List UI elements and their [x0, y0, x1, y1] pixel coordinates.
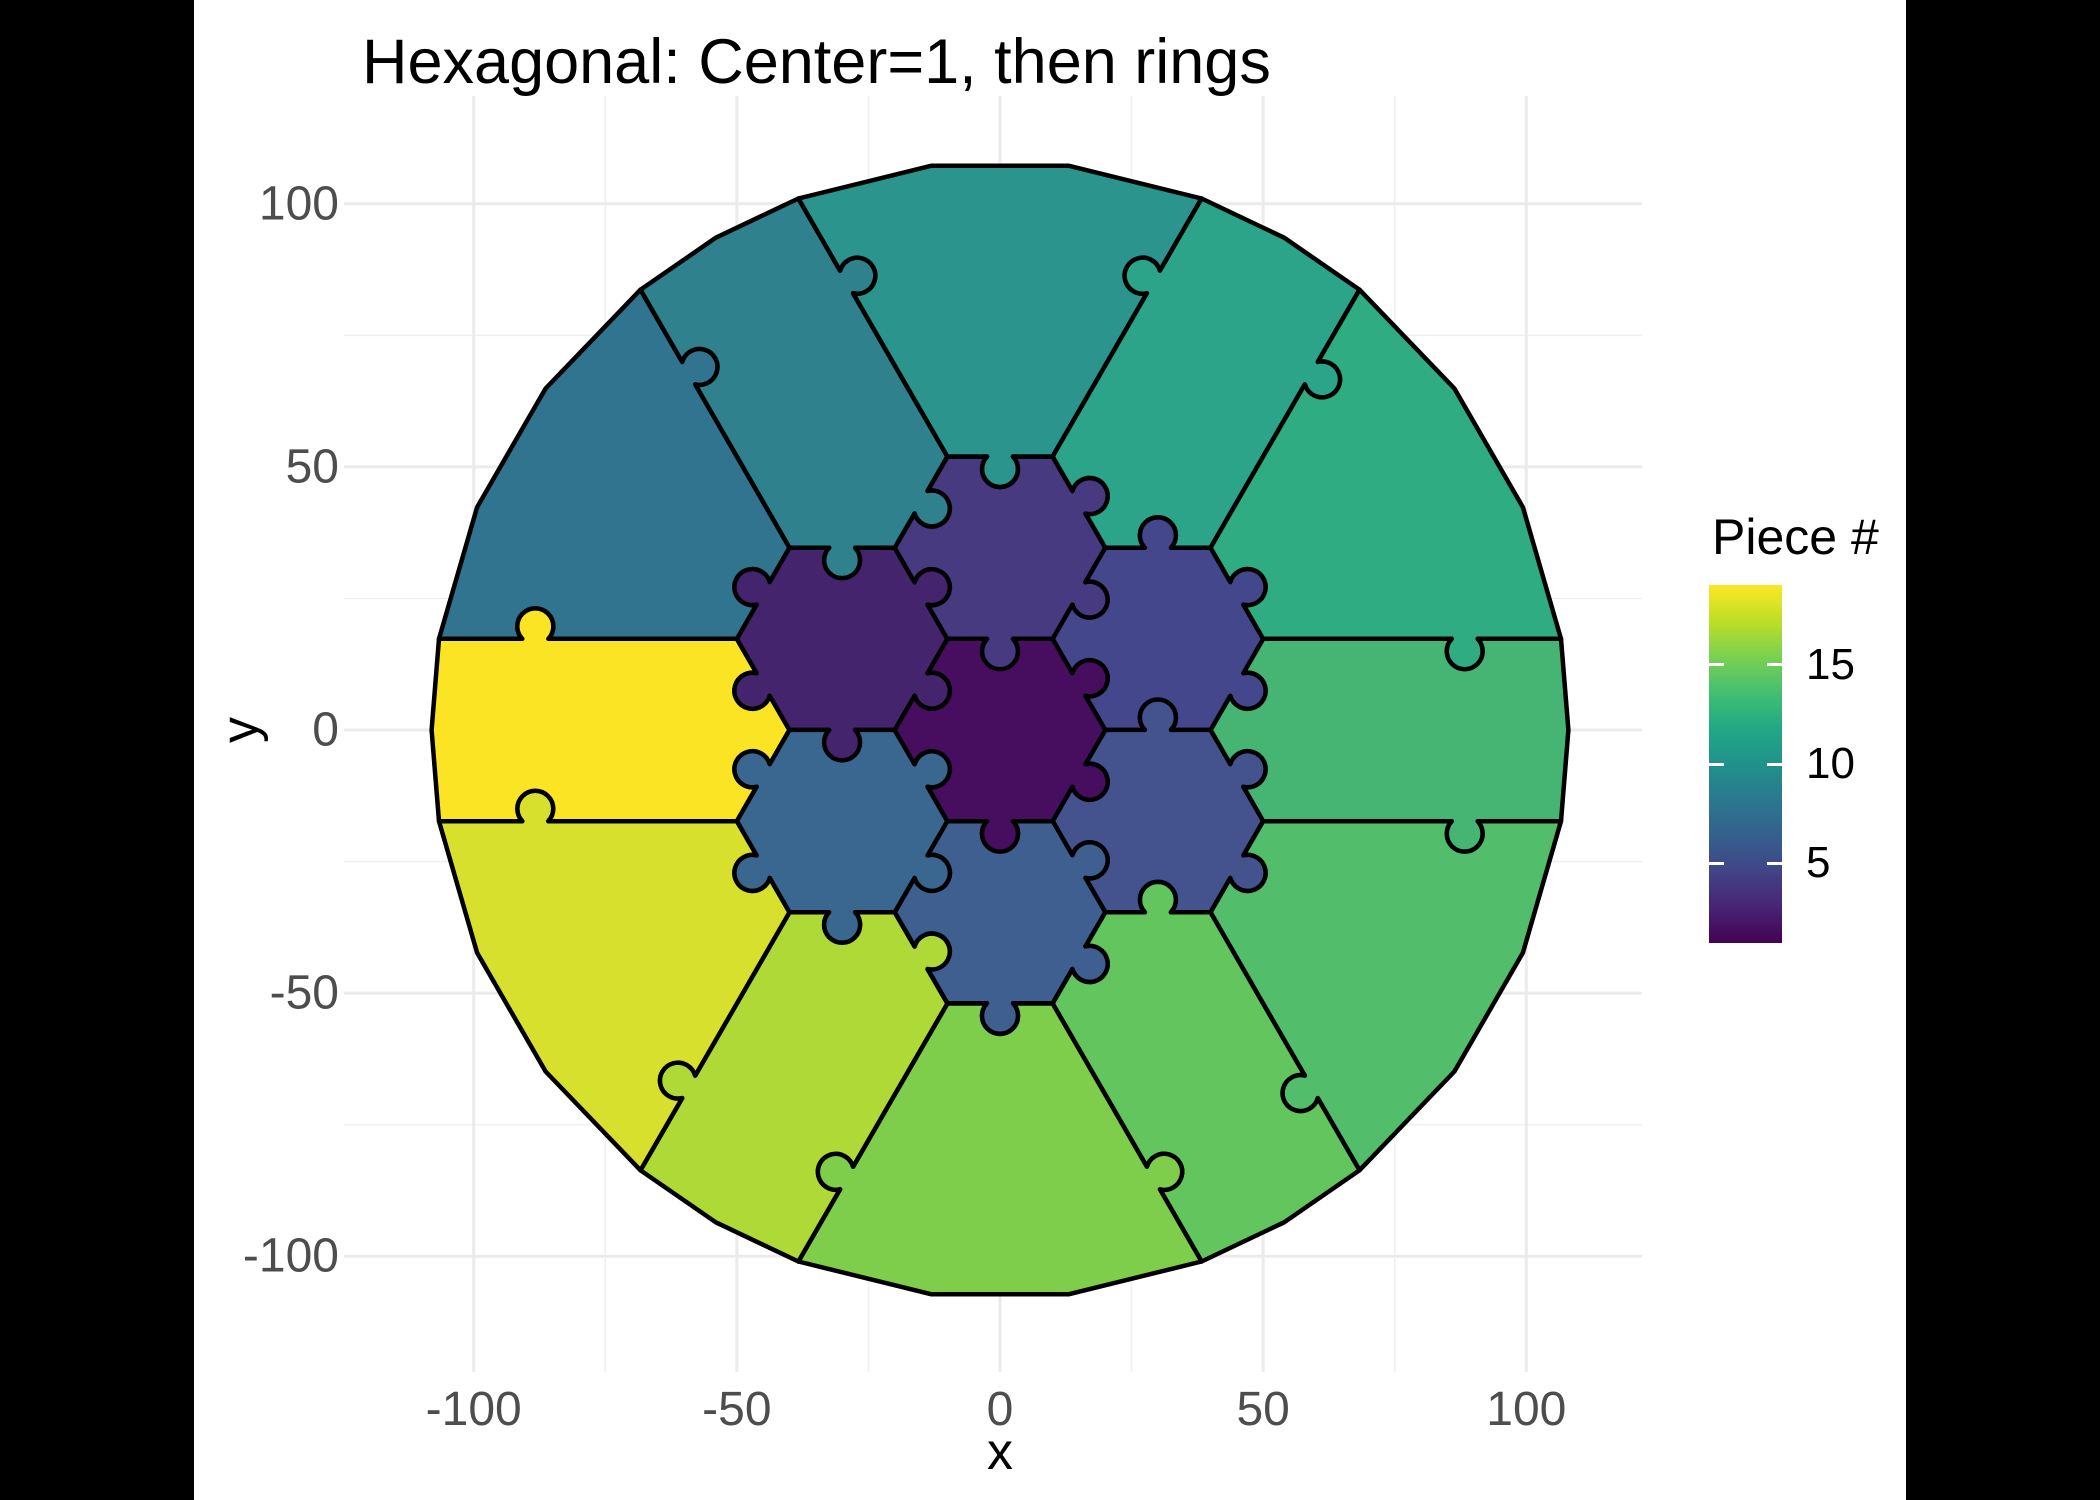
legend-tick-mark — [1709, 663, 1724, 667]
x-tick-label: 50 — [1236, 1383, 1290, 1436]
x-tick-label: -100 — [425, 1383, 522, 1436]
y-tick-label: 0 — [312, 703, 339, 757]
x-tick-label: 100 — [1486, 1383, 1567, 1436]
legend-tick-mark — [1767, 762, 1782, 766]
plot-panel — [344, 96, 1642, 1372]
y-tick-label: 100 — [258, 177, 339, 231]
plot-title: Hexagonal: Center=1, then rings — [362, 27, 1271, 97]
x-axis-title: x — [987, 1423, 1013, 1481]
legend-tick-label: 5 — [1806, 838, 1831, 888]
y-tick-label: -100 — [242, 1229, 339, 1283]
legend-title: Piece # — [1712, 509, 1879, 565]
ggplot-figure: Hexagonal: Center=1, then rings -100 -50 0… — [194, 0, 1906, 1500]
y-axis-title: y — [211, 717, 269, 743]
y-tick-label: 50 — [285, 440, 339, 494]
puzzle-pieces — [429, 163, 1571, 1297]
legend-tick-mark — [1767, 861, 1782, 865]
legend-tick-label: 15 — [1806, 639, 1855, 689]
legend-tick-mark — [1709, 861, 1724, 865]
legend-tick-mark — [1709, 762, 1724, 766]
y-tick-label: -50 — [269, 966, 339, 1020]
x-tick-label: 0 — [986, 1383, 1014, 1436]
legend-tick-label: 10 — [1806, 739, 1855, 788]
legend-tick-mark — [1767, 663, 1782, 667]
puzzle-piece-1 — [892, 636, 1110, 854]
x-tick-label: -50 — [702, 1383, 772, 1436]
